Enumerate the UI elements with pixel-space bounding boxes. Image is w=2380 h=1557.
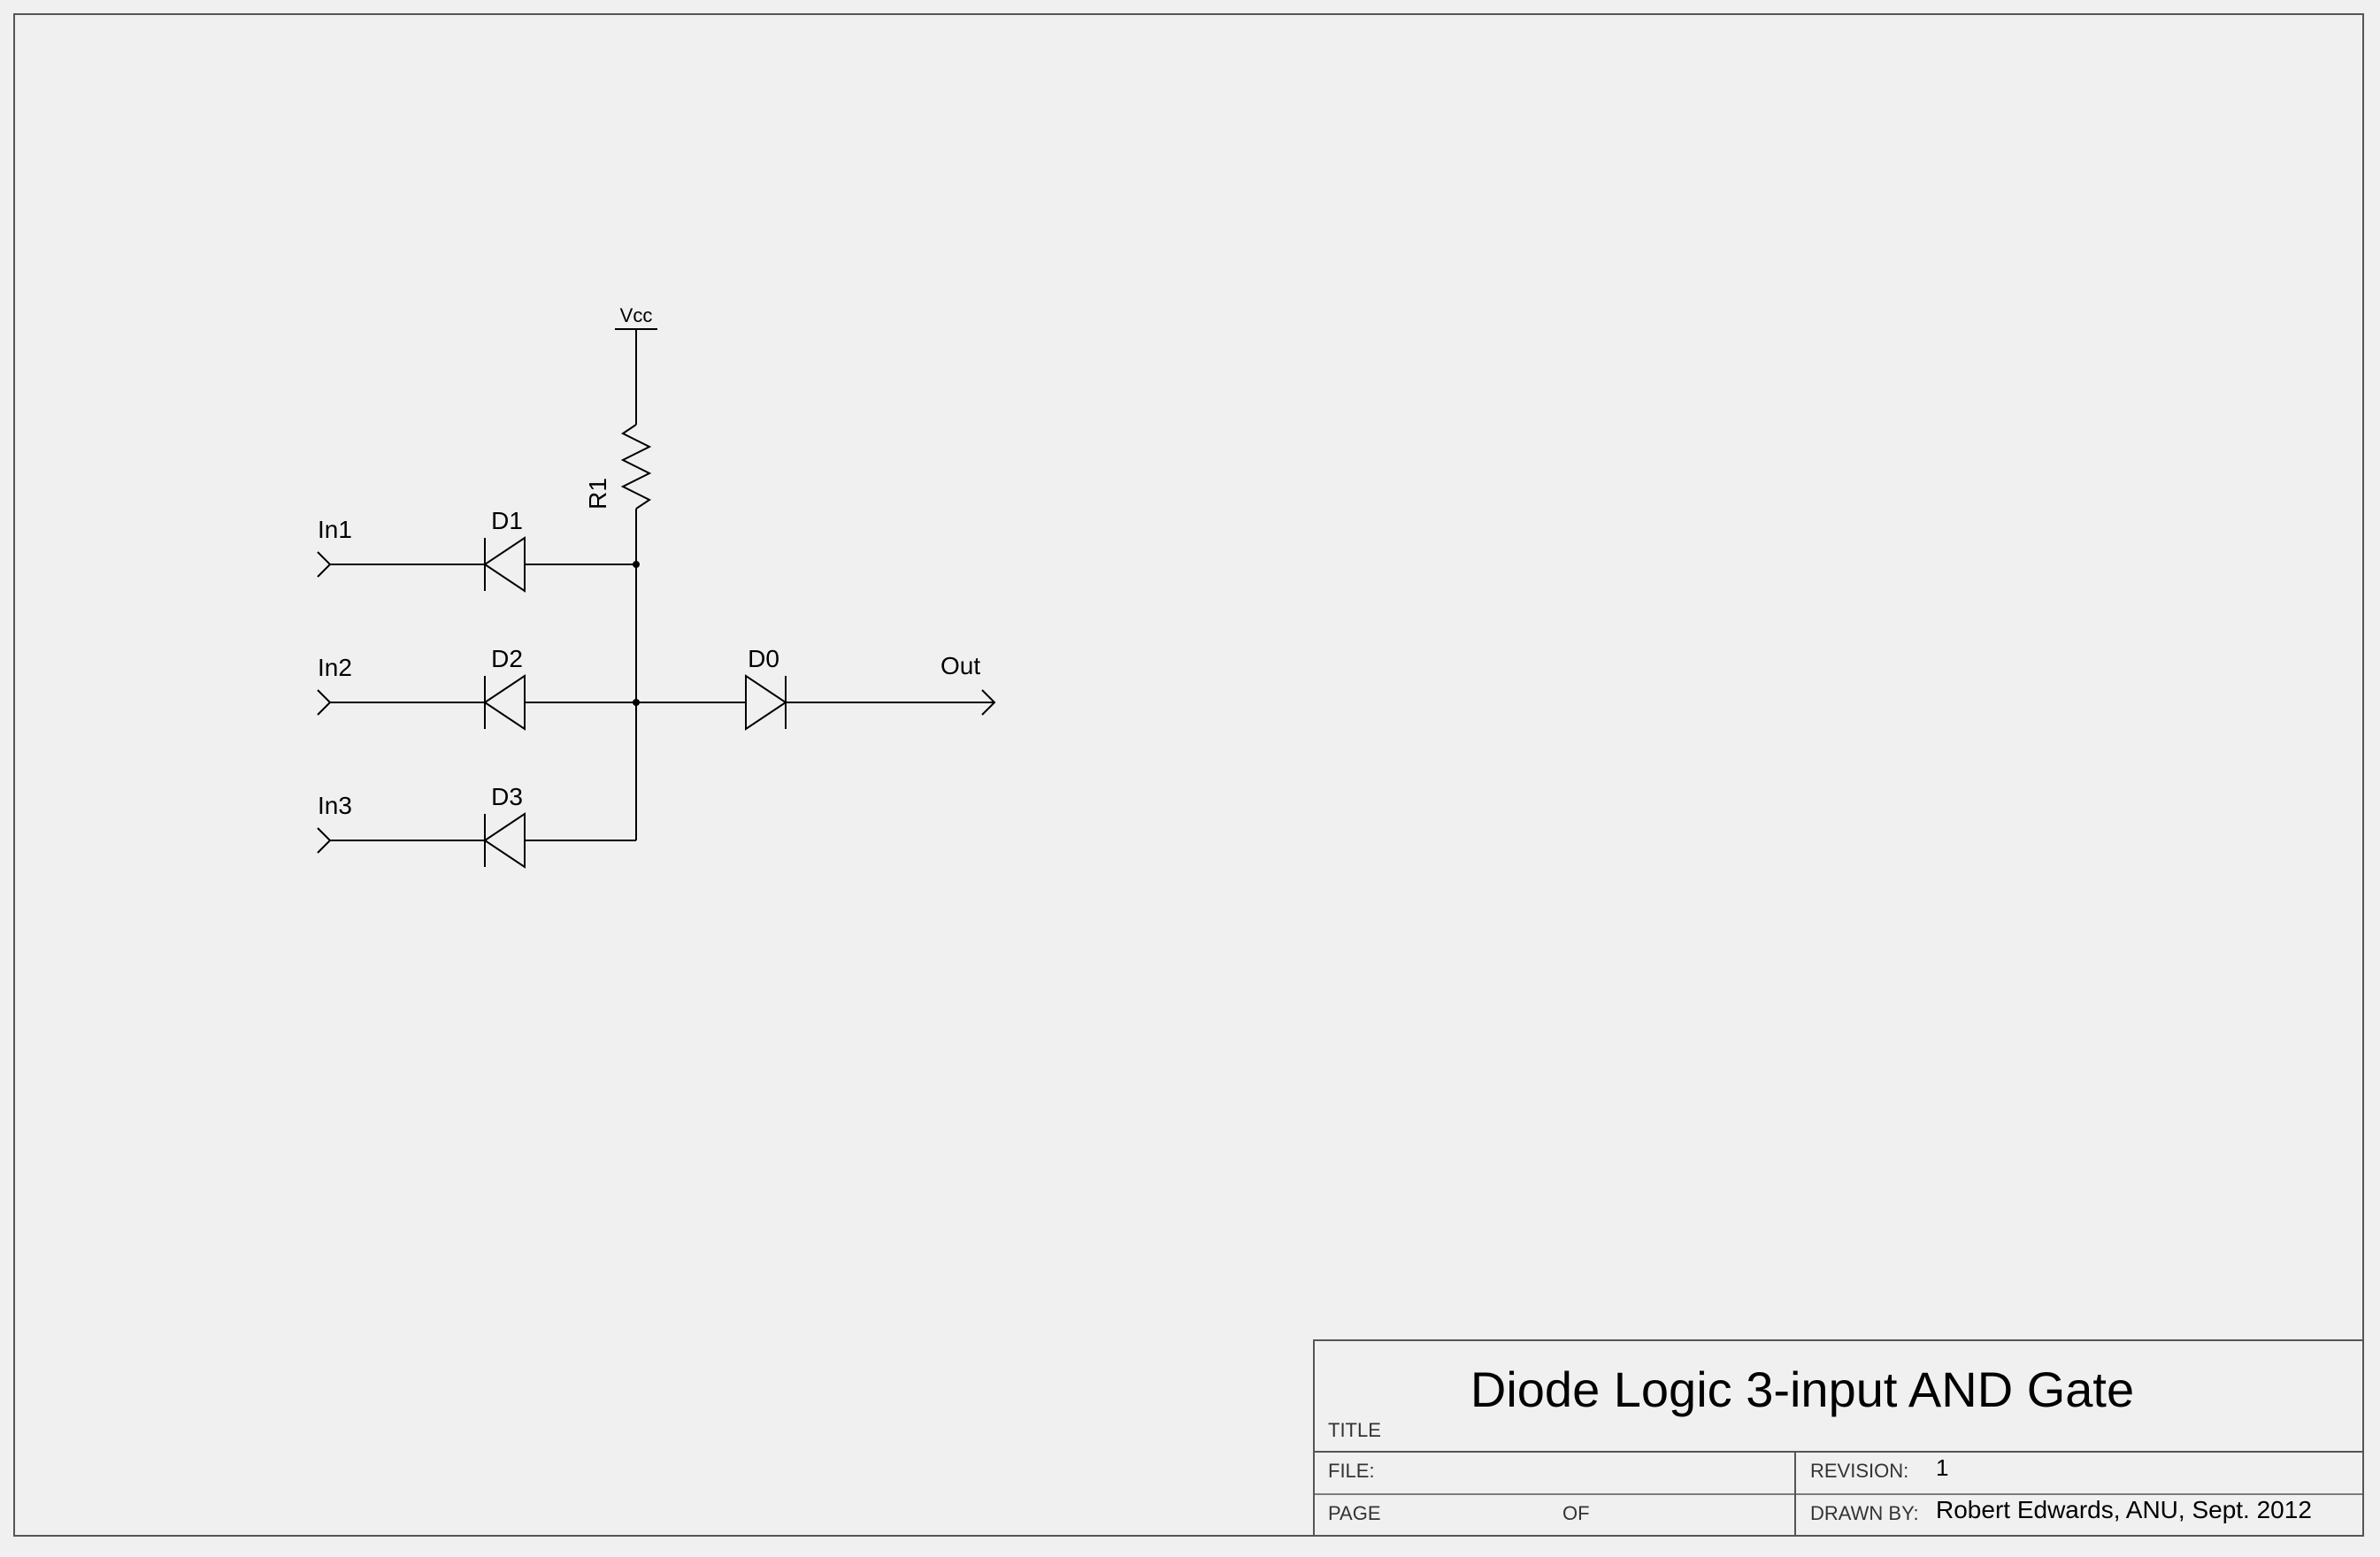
input-port-2: [317, 689, 332, 716]
file-label: FILE:: [1328, 1460, 1375, 1482]
input-label: In1: [318, 516, 352, 543]
of-label: OF: [1562, 1502, 1590, 1524]
page-label: PAGE: [1328, 1502, 1381, 1524]
drawn-by-label: DRAWN BY:: [1810, 1502, 1919, 1524]
input-label: In2: [318, 654, 352, 681]
input-port-3: [317, 827, 332, 854]
vcc-symbol: Vcc: [615, 304, 657, 425]
resistor-label: R1: [584, 478, 611, 510]
drawing-title: Diode Logic 3-input AND Gate: [1470, 1361, 2134, 1417]
sheet-border: [13, 13, 2364, 1537]
diode-label: D3: [491, 783, 523, 810]
revision-value: 1: [1936, 1454, 1948, 1481]
vcc-label: Vcc: [620, 304, 653, 326]
output-label: Out: [940, 652, 980, 679]
input-row-2: In2 D2: [317, 645, 636, 731]
diode-label: D0: [748, 645, 779, 672]
revision-label: REVISION:: [1810, 1460, 1908, 1482]
diode-label: D1: [491, 507, 523, 534]
drawn-by-value: Robert Edwards, ANU, Sept. 2012: [1936, 1496, 2312, 1523]
input-label: In3: [318, 792, 352, 819]
title-label: TITLE: [1328, 1419, 1381, 1441]
input-row-1: In1 D1: [317, 507, 636, 593]
diode-label: D2: [491, 645, 523, 672]
resistor-r1: R1: [584, 424, 652, 840]
title-block: TITLE Diode Logic 3-input AND Gate FILE:…: [1313, 1339, 2364, 1537]
output-branch: D0 Out: [636, 645, 996, 731]
output-port: [981, 689, 996, 716]
input-port-1: [317, 551, 332, 578]
input-row-3: In3 D3: [317, 783, 636, 869]
